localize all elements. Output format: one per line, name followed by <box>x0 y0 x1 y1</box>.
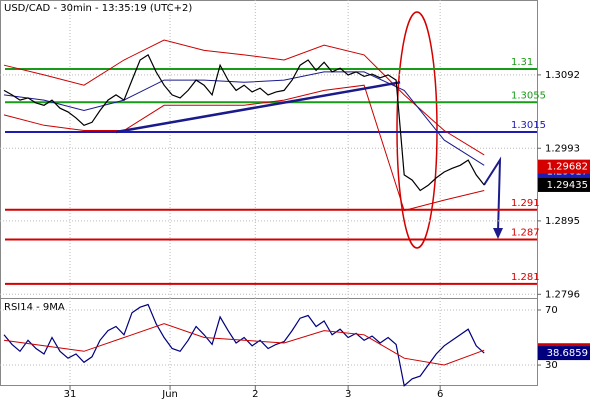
last-value-tag-label: 1.29435 <box>547 180 588 191</box>
y-tick-label: 1.2993 <box>545 143 580 154</box>
level-label: 1.291 <box>511 198 540 209</box>
y-tick-label: 1.3092 <box>545 70 580 81</box>
rsi-ma-line <box>3 323 485 366</box>
series-line <box>3 303 485 387</box>
last-value-tag <box>538 346 590 361</box>
trendline <box>115 81 401 134</box>
rsi-title: RSI14 - 9MA <box>4 302 65 313</box>
x-tick-label: 3 <box>345 389 351 400</box>
y-tick-label: 1.2796 <box>545 289 580 300</box>
level-label: 1.281 <box>511 272 540 283</box>
series-line <box>3 54 485 192</box>
x-tick-label: 6 <box>437 389 443 400</box>
x-tick-label: 31 <box>64 389 77 400</box>
y-tick-label: 30 <box>545 360 558 371</box>
level-label: 1.287 <box>511 227 540 238</box>
band-ma <box>3 71 485 166</box>
y-tick-label: 1.2895 <box>545 216 580 227</box>
level-label: 1.3055 <box>511 90 546 101</box>
arrow-head <box>493 228 503 239</box>
price-pane <box>0 0 538 299</box>
band-lower <box>3 84 485 212</box>
x-tick-label: 2 <box>252 389 258 400</box>
annotation-arrow <box>483 156 502 233</box>
last-value-tag <box>538 177 590 192</box>
annotation-ellipse <box>396 11 438 249</box>
y-tick-label: 70 <box>545 305 558 316</box>
level-label: 1.31 <box>511 57 533 68</box>
level-label: 1.3015 <box>511 120 546 131</box>
price-tag-label: 1.29682 <box>547 162 588 173</box>
band-upper <box>3 39 485 156</box>
price-tag <box>538 159 590 174</box>
x-tick-label: Jun <box>161 389 178 400</box>
last-value-tag-label: 38.6859 <box>547 348 588 359</box>
chart-title: USD/CAD - 30min - 13:35:19 (UTC+2) <box>4 3 192 14</box>
